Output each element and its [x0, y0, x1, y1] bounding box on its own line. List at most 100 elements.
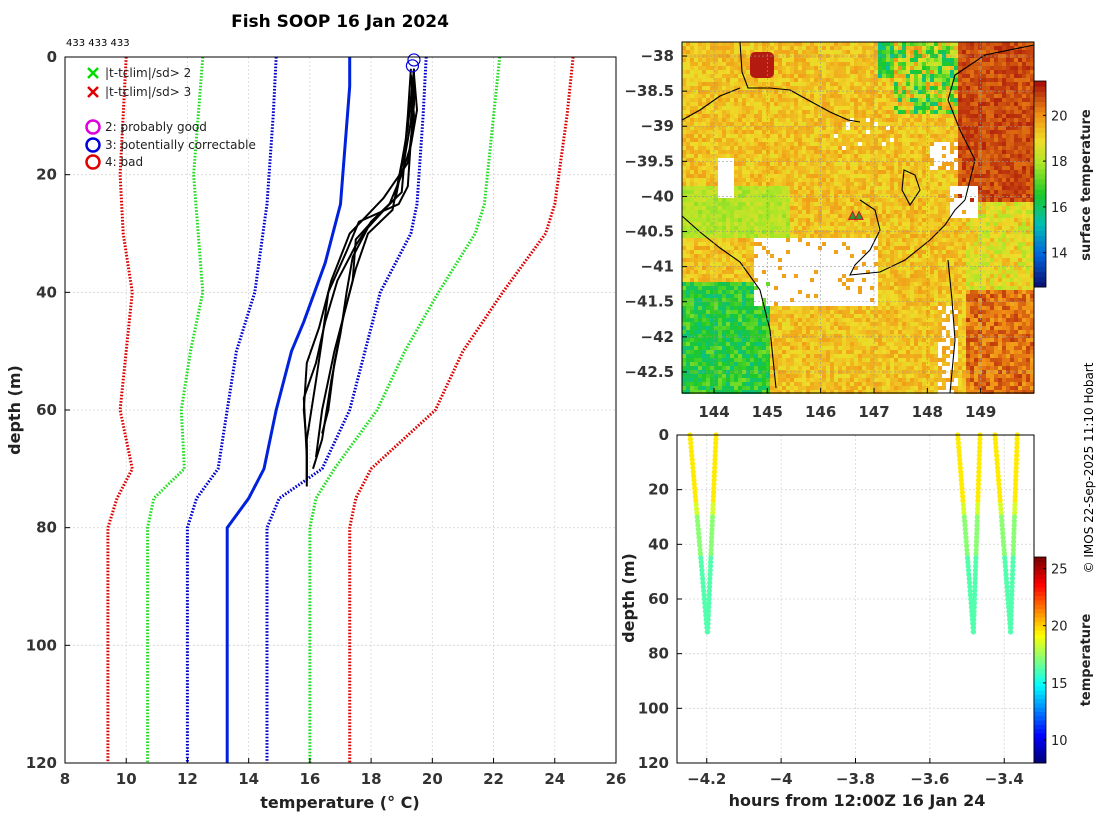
sst-pixel: [998, 278, 1002, 282]
sst-pixel: [950, 58, 954, 62]
sst-pixel: [1030, 82, 1034, 86]
sst-pixel: [766, 198, 770, 202]
sst-pixel: [758, 102, 762, 106]
sst-pixel: [878, 166, 882, 170]
sst-pixel: [938, 106, 942, 110]
sst-pixel: [810, 58, 814, 62]
sst-pixel: [1002, 138, 1006, 142]
sst-pixel: [706, 246, 710, 250]
sst-pixel: [926, 110, 930, 114]
sst-pixel: [714, 90, 718, 94]
sst-pixel: [998, 62, 1002, 66]
sst-pixel: [742, 90, 746, 94]
sst-pixel: [818, 126, 822, 130]
sst-pixel: [714, 278, 718, 282]
sst-pixel: [742, 170, 746, 174]
sst-pixel: [1026, 222, 1030, 226]
sst-pixel: [894, 130, 898, 134]
sst-pixel: [774, 50, 778, 54]
sst-pixel: [706, 250, 710, 254]
sst-pixel: [1014, 174, 1018, 178]
sst-pixel: [714, 182, 718, 186]
sst-pixel: [886, 206, 890, 210]
sst-pixel: [770, 254, 774, 258]
sst-pixel: [942, 282, 946, 286]
sst-pixel: [1010, 258, 1014, 262]
sst-pixel: [1022, 202, 1026, 206]
sst-pixel: [894, 154, 898, 158]
sst-pixel: [966, 154, 970, 158]
sst-pixel: [1002, 86, 1006, 90]
sst-pixel: [922, 102, 926, 106]
sst-pixel: [690, 182, 694, 186]
sst-pixel: [1010, 142, 1014, 146]
sst-pixel: [978, 98, 982, 102]
sst-pixel: [914, 206, 918, 210]
sst-pixel: [890, 230, 894, 234]
sst-pixel: [982, 166, 986, 170]
sst-pixel: [862, 182, 866, 186]
sst-pixel: [974, 94, 978, 98]
sst-pixel: [746, 230, 750, 234]
sst-pixel: [766, 182, 770, 186]
sst-pixel: [738, 278, 742, 282]
sst-pixel: [742, 42, 746, 46]
sst-pixel: [990, 178, 994, 182]
sst-pixel: [702, 186, 706, 190]
sst-pixel: [706, 138, 710, 142]
sst-pixel: [750, 262, 754, 266]
sst-pixel: [1022, 166, 1026, 170]
sst-pixel: [954, 242, 958, 246]
sst-pixel: [758, 242, 762, 246]
sst-pixel: [1006, 234, 1010, 238]
sst-pixel: [690, 106, 694, 110]
sst-pixel: [818, 222, 822, 226]
sst-pixel: [962, 118, 966, 122]
sst-pixel: [718, 90, 722, 94]
sst-pixel: [798, 142, 802, 146]
sst-pixel: [698, 218, 702, 222]
sst-pixel: [814, 62, 818, 66]
sst-pixel: [874, 62, 878, 66]
sst-pixel: [718, 58, 722, 62]
sst-pixel: [794, 74, 798, 78]
sst-pixel: [962, 278, 966, 282]
sst-pixel: [838, 226, 842, 230]
sst-pixel: [774, 182, 778, 186]
sst-pixel: [894, 242, 898, 246]
sst-pixel: [898, 198, 902, 202]
sst-pixel: [954, 146, 958, 150]
sst-pixel: [734, 162, 738, 166]
sst-pixel: [914, 122, 918, 126]
sst-pixel: [818, 218, 822, 222]
sst-pixel: [990, 246, 994, 250]
sst-pixel: [938, 210, 942, 214]
sst-pixel: [938, 194, 942, 198]
sst-pixel: [838, 154, 842, 158]
sst-pixel: [954, 90, 958, 94]
sst-pixel: [982, 194, 986, 198]
sst-pixel: [766, 106, 770, 110]
sst-pixel: [826, 190, 830, 194]
sst-pixel: [1010, 206, 1014, 210]
sst-pixel: [786, 186, 790, 190]
sst-pixel: [938, 58, 942, 62]
sst-pixel: [854, 58, 858, 62]
sst-pixel: [970, 106, 974, 110]
sst-pixel: [942, 90, 946, 94]
sst-pixel: [698, 62, 702, 66]
sst-pixel: [846, 166, 850, 170]
sst-pixel: [786, 66, 790, 70]
sst-pixel: [942, 186, 946, 190]
sst-pixel: [866, 74, 870, 78]
sst-pixel: [734, 82, 738, 86]
sst-pixel: [978, 170, 982, 174]
sst-pixel: [906, 134, 910, 138]
sst-pixel: [870, 102, 874, 106]
sst-pixel: [774, 82, 778, 86]
sst-pixel: [886, 162, 890, 166]
sst-pixel: [926, 150, 930, 154]
sst-pixel: [866, 58, 870, 62]
sst-pixel: [806, 242, 810, 246]
sst-pixel: [998, 122, 1002, 126]
